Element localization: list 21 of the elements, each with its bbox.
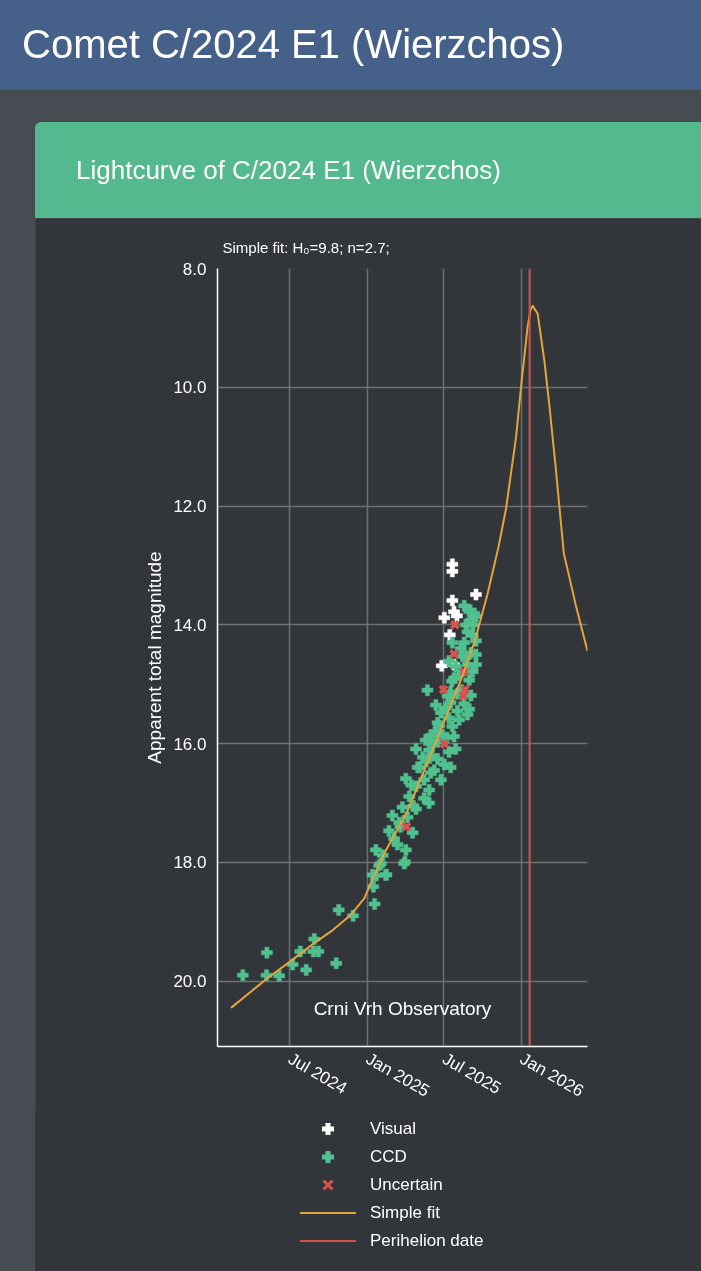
y-tick-label: 12.0 bbox=[173, 497, 207, 517]
legend-label: CCD bbox=[370, 1147, 407, 1167]
y-tick-label: 10.0 bbox=[173, 378, 207, 398]
legend-label: Uncertain bbox=[370, 1175, 443, 1195]
x-tick-label: Jan 2025 bbox=[362, 1049, 433, 1101]
legend-label: Visual bbox=[370, 1119, 416, 1139]
annotation: Crni Vrh Observatory bbox=[313, 998, 492, 1020]
text: Simple fit: H₀=9.8; n=2.7; bbox=[222, 239, 390, 256]
y-tick-label: 16.0 bbox=[173, 734, 207, 754]
y-tick-label: 8.0 bbox=[182, 259, 207, 279]
legend-label: Perihelion date bbox=[370, 1231, 484, 1251]
chart-subtitle: Lightcurve of C/2024 E1 (Wierzchos) bbox=[35, 122, 701, 218]
x-tick-label: Jan 2026 bbox=[516, 1049, 587, 1101]
y-axis-title: Apparent total magnitude bbox=[144, 551, 166, 764]
x-tick-label: Jul 2024 bbox=[284, 1049, 351, 1098]
y-tick-label: 20.0 bbox=[173, 972, 207, 992]
chart-title: Comet C/2024 E1 (Wierzchos) bbox=[0, 0, 701, 90]
y-tick-label: 18.0 bbox=[173, 853, 207, 873]
y-tick-label: 14.0 bbox=[173, 615, 207, 635]
x-tick-label: Jul 2025 bbox=[439, 1049, 505, 1098]
legend-label: Simple fit bbox=[370, 1203, 440, 1223]
